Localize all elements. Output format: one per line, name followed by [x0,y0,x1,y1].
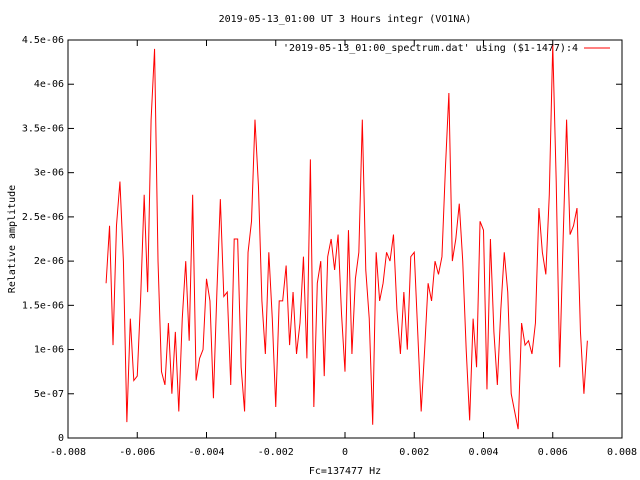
x-tick-label: 0.002 [399,447,429,458]
y-tick-label: 1e-06 [34,345,64,356]
x-tick-label: -0.002 [258,447,294,458]
legend-label: '2019-05-13_01:00_spectrum.dat' using ($… [283,43,578,54]
x-tick-label: -0.008 [50,447,86,458]
y-tick-label: 2e-06 [34,256,64,267]
chart-title: 2019-05-13_01:00 UT 3 Hours integr (VO1N… [219,14,472,25]
x-tick-label: -0.004 [188,447,224,458]
x-axis-label: Fc=137477 Hz [309,466,381,477]
data-line [105,44,588,430]
y-tick-label: 3e-06 [34,168,64,179]
y-tick-label: 2.5e-06 [22,212,64,223]
y-tick-label: 3.5e-06 [22,123,64,134]
y-axis-label: Relative amplitude [7,185,18,293]
x-tick-label: -0.006 [119,447,155,458]
y-tick-label: 4e-06 [34,79,64,90]
x-tick-label: 0.008 [607,447,637,458]
x-tick-label: 0 [342,447,348,458]
y-tick-label: 4.5e-06 [22,35,64,46]
y-tick-label: 1.5e-06 [22,300,64,311]
y-tick-label: 0 [58,433,64,444]
x-tick-label: 0.004 [468,447,498,458]
y-tick-label: 5e-07 [34,389,64,400]
x-tick-label: 0.006 [538,447,568,458]
